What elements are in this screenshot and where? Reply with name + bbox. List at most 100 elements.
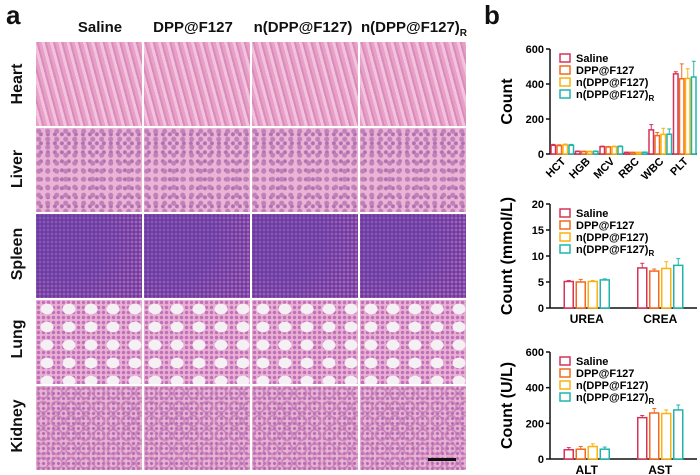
bar-hgb-4	[592, 150, 599, 155]
row-label-heart: Heart	[9, 63, 26, 105]
x-tick-label: CREA	[643, 312, 677, 326]
histology-image-liver-4	[360, 128, 466, 212]
y-tick-label: 15	[532, 225, 544, 237]
bar-hgb-2	[580, 150, 587, 155]
y-tick-label: 200	[526, 418, 544, 430]
x-tick-label: PLT	[668, 155, 691, 178]
bar-mcv-4	[617, 145, 624, 155]
x-tick-label: HGB	[567, 156, 593, 182]
bar-urea-2	[575, 281, 586, 309]
y-tick-label: 5	[538, 277, 544, 289]
histology-image-spleen-2	[144, 214, 250, 298]
legend-subscript: R	[648, 397, 654, 406]
column-header-saline: Saline	[77, 19, 123, 36]
histology-image-heart-4	[360, 42, 466, 126]
bar-hct-4	[568, 144, 575, 155]
histology-image-liver-2	[144, 128, 250, 212]
bar-mcv-2	[605, 146, 612, 155]
legend-label: n(DPP@F127)	[576, 232, 649, 244]
legend-label: Saline	[576, 53, 608, 65]
column-header-subscript: R	[459, 28, 468, 39]
legend-label: n(DPP@F127)	[576, 77, 649, 89]
legend-label: n(DPP@F127)R	[576, 244, 654, 258]
bar-urea-3	[587, 280, 598, 309]
bar-rbc-1	[623, 151, 630, 155]
x-tick-label: MCV	[592, 155, 618, 181]
histology-image-kidney-1	[36, 386, 142, 470]
y-axis-label: Count	[499, 78, 516, 125]
bar-alt-3	[587, 445, 598, 460]
x-tick-label: WBC	[639, 156, 666, 183]
bar-mcv-1	[599, 145, 606, 155]
y-axis-label: Count (mmol/L)	[499, 197, 516, 315]
bar-plt-3	[684, 77, 691, 155]
legend-label: Saline	[576, 208, 608, 220]
bar-mcv-3	[611, 145, 618, 155]
row-label-spleen: Spleen	[9, 227, 26, 281]
bar-urea-1	[563, 280, 574, 309]
bar-ast-3	[661, 412, 672, 460]
x-tick-label: ALT	[576, 463, 599, 475]
scale-bar	[428, 458, 456, 461]
row-label-liver: Liver	[9, 149, 26, 189]
legend-swatch	[559, 53, 571, 63]
histology-image-heart-1	[36, 42, 142, 126]
legend-swatch	[559, 208, 571, 218]
legend-subscript: R	[648, 249, 654, 258]
bar-ast-2	[649, 412, 660, 460]
legend-swatch	[559, 368, 571, 378]
y-axis-label: Count (U/L)	[499, 362, 516, 449]
y-tick-label: 200	[526, 114, 544, 126]
legend-label: n(DPP@F127)R	[576, 89, 654, 103]
histology-image-heart-2	[144, 42, 250, 126]
legend-label: DPP@F127	[576, 220, 634, 232]
histology-image-lung-1	[36, 300, 142, 384]
row-label-lung: Lung	[9, 319, 26, 359]
legend-swatch	[559, 232, 571, 242]
histology-image-kidney-3	[252, 386, 358, 470]
legend-label: Saline	[576, 356, 608, 368]
legend-swatch	[559, 356, 571, 366]
histology-image-heart-3	[252, 42, 358, 126]
histology-image-spleen-1	[36, 214, 142, 298]
y-tick-label: 0	[538, 149, 544, 161]
bar-ast-1	[637, 416, 648, 460]
bar-crea-2	[649, 270, 660, 309]
legend-swatch	[559, 220, 571, 230]
bar-hct-2	[556, 144, 563, 155]
legend-label: n(DPP@F127)R	[576, 392, 654, 406]
legend-label: n(DPP@F127)	[576, 380, 649, 392]
histology-image-lung-2	[144, 300, 250, 384]
x-tick-label: HCT	[544, 155, 569, 180]
chart-3: 0 200 400 600 Count (U/L) ALT AST SalineDPP@F12…	[499, 347, 697, 475]
chart-2: 0 5 10 15 20 Count (mmol/L) UREA CREA SalineDPP@…	[499, 197, 697, 326]
bar-alt-2	[575, 448, 586, 460]
histology-image-spleen-4	[360, 214, 466, 298]
bar-wbc-4	[666, 133, 673, 155]
x-tick-label: RBC	[617, 156, 642, 181]
y-tick-label: 400	[526, 383, 544, 395]
histology-image-kidney-4	[360, 386, 466, 470]
bar-wbc-2	[654, 134, 661, 155]
histology-image-kidney-2	[144, 386, 250, 470]
y-tick-label: 400	[526, 79, 544, 91]
column-header-dpp: DPP@F127	[153, 19, 233, 36]
bar-crea-4	[673, 264, 684, 309]
bar-wbc-3	[660, 133, 667, 155]
y-tick-label: 10	[532, 251, 544, 263]
histology-image-lung-3	[252, 300, 358, 384]
bar-hgb-3	[586, 150, 593, 155]
column-header-ndpp: n(DPP@F127)	[253, 19, 353, 36]
bar-hct-3	[562, 144, 569, 155]
x-tick-label: UREA	[570, 312, 604, 326]
legend-swatch	[559, 89, 571, 99]
histology-image-lung-4	[360, 300, 466, 384]
x-tick-label: AST	[648, 463, 673, 475]
column-header-ndpp-r: n(DPP@F127)R	[361, 19, 467, 39]
panel-a-letter: a	[6, 0, 21, 30]
legend-label: DPP@F127	[576, 65, 634, 77]
bar-rbc-4	[641, 151, 648, 155]
